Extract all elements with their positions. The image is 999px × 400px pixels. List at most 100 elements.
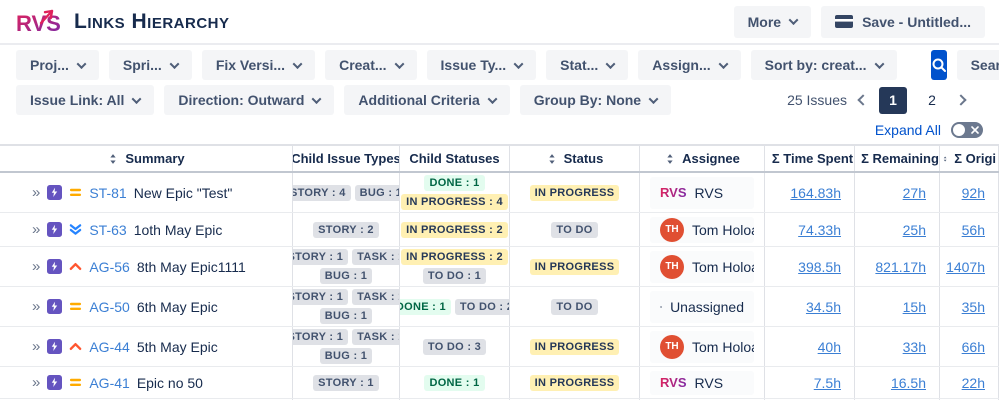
search-button[interactable] [930, 50, 947, 80]
expand-all-link[interactable]: Expand All [874, 122, 941, 138]
column-label: Σ Remaining [861, 151, 939, 166]
issue-count: 25 Issues [787, 92, 847, 108]
filter-project[interactable]: Proj... [16, 50, 99, 80]
chevron-down-icon [76, 58, 87, 69]
remaining-link[interactable]: 33h [902, 338, 926, 355]
child-status-badge: IN PROGRESS : 2 [401, 221, 508, 238]
filter-label: Proj... [30, 57, 69, 73]
remaining-link[interactable]: 821.17h [875, 258, 926, 275]
assignee-cell: RVS RVS [640, 173, 765, 212]
priority-lowest-icon [70, 224, 82, 235]
issue-key-link[interactable]: AG-50 [89, 298, 130, 315]
status-badge: TO DO [551, 221, 598, 238]
assignee-name: Tom Holoake [692, 338, 754, 355]
issue-key-link[interactable]: AG-41 [89, 374, 130, 391]
assignee-name: Tom Holoake [692, 221, 754, 238]
time_spent-cell: 7.5h [765, 367, 855, 398]
remaining-link[interactable]: 25h [902, 221, 926, 238]
assignee-chip: Unassigned [650, 290, 754, 323]
assignee-name: Unassigned [670, 298, 744, 315]
time-spent-link[interactable]: 34.5h [805, 298, 841, 315]
time-spent-link[interactable]: 398.5h [798, 258, 841, 275]
next-page-chevron-icon[interactable] [955, 94, 967, 106]
original-estimate-link[interactable]: 56h [961, 221, 985, 238]
status-cell: TO DO [510, 213, 640, 246]
filter-label: Additional Criteria [358, 92, 480, 108]
original-estimate-link[interactable]: 1407h [946, 258, 985, 275]
filter-group-by[interactable]: Group By: None [519, 85, 672, 115]
previous-page-chevron-icon[interactable] [857, 94, 869, 106]
chevron-down-icon [513, 58, 524, 69]
expand-all-toggle[interactable] [951, 122, 983, 138]
original-estimate-link[interactable]: 66h [961, 338, 985, 355]
app-header: RVS Links Hierarchy More Save - Untitled… [0, 0, 999, 45]
chevron-down-icon [394, 58, 404, 69]
expand-row-chevron[interactable]: » [32, 221, 41, 238]
col-original-estimate[interactable]: Σ Origi [940, 146, 999, 171]
remaining-link[interactable]: 27h [902, 184, 926, 201]
col-summary[interactable]: Summary [0, 146, 293, 171]
expand-row-chevron[interactable]: » [32, 184, 41, 201]
filter-created[interactable]: Creat... [325, 50, 417, 80]
time-spent-link[interactable]: 74.33h [798, 221, 841, 238]
filter-status[interactable]: Stat... [546, 50, 629, 80]
expand-row-chevron[interactable]: » [32, 298, 41, 315]
filter-sort-by[interactable]: Sort by: creat... [750, 50, 897, 80]
column-label: Child Statuses [409, 151, 500, 166]
child-status-badge: TO DO : 3 [422, 338, 487, 355]
col-assignee[interactable]: Assignee [640, 146, 765, 171]
rvs-logo-icon: RVS [16, 9, 61, 36]
expand-row-chevron[interactable]: » [32, 374, 41, 391]
status-cell: IN PROGRESS [510, 173, 640, 212]
time_spent-cell: 40h [765, 327, 855, 366]
page-button-2[interactable]: 2 [928, 92, 936, 108]
more-button[interactable]: More [733, 5, 812, 38]
child-statuses-cell: IN PROGRESS : 2 TO DO : 1 [400, 247, 510, 286]
filter-label: Spri... [122, 57, 162, 73]
badge-line: TO DO : 1 [422, 268, 487, 284]
issue-key-link[interactable]: AG-56 [89, 258, 130, 275]
badge-line: STORY : 1 TASK : 1 [293, 329, 399, 345]
chevron-down-icon [131, 93, 142, 104]
filter-sprint[interactable]: Spri... [108, 50, 192, 80]
time-spent-link[interactable]: 7.5h [813, 374, 841, 391]
time-spent-link[interactable]: 164.83h [790, 184, 841, 201]
col-status[interactable]: Status [510, 146, 640, 171]
remaining-link[interactable]: 15h [902, 298, 926, 315]
filter-additional-criteria[interactable]: Additional Criteria [344, 85, 510, 115]
issue-key-link[interactable]: ST-63 [89, 221, 127, 238]
issue-type-badge: STORY : 2 [313, 221, 379, 238]
save-button[interactable]: Save - Untitled... [821, 5, 985, 38]
child-issue-types-cell: STORY : 1 TASK : 1 BUG : 1 [293, 287, 400, 326]
chevron-down-icon [169, 58, 180, 69]
original-estimate-link[interactable]: 92h [961, 184, 985, 201]
filter-row-2: Issue Link: All Direction: Outward Addit… [16, 85, 983, 115]
original-cell: 56h [940, 213, 999, 246]
expand-row-chevron[interactable]: » [32, 258, 41, 275]
time-spent-link[interactable]: 40h [817, 338, 841, 355]
badge-line: DONE : 1 [424, 374, 485, 391]
col-time-spent[interactable]: Σ Time Spent [765, 146, 855, 171]
issue-type-badge: STORY : 1 [293, 289, 349, 305]
original-estimate-link[interactable]: 22h [961, 374, 985, 391]
priority-high-icon [69, 342, 82, 351]
filter-fix-version[interactable]: Fix Versi... [201, 50, 316, 80]
remaining-link[interactable]: 16.5h [890, 374, 926, 391]
expand-row-chevron[interactable]: » [32, 338, 41, 355]
filter-issue-type[interactable]: Issue Ty... [426, 50, 537, 80]
issue-type-badge: TASK : 1 [352, 289, 399, 305]
filter-search[interactable]: Searc... [956, 50, 999, 80]
filter-issue-link[interactable]: Issue Link: All [16, 85, 155, 115]
filter-direction[interactable]: Direction: Outward [164, 85, 335, 115]
issue-summary: 8th May Epic1111 [136, 258, 246, 275]
issue-key-link[interactable]: AG-44 [89, 338, 130, 355]
issue-type-badge: BUG : 1 [354, 184, 399, 201]
status-badge: IN PROGRESS [529, 184, 620, 201]
original-estimate-link[interactable]: 35h [961, 298, 985, 315]
issue-key-link[interactable]: ST-81 [89, 184, 127, 201]
filter-assignee[interactable]: Assign... [638, 50, 741, 80]
page-button-1[interactable]: 1 [879, 86, 907, 114]
status-cell: IN PROGRESS [510, 247, 640, 286]
col-remaining[interactable]: Σ Remaining [855, 146, 940, 171]
